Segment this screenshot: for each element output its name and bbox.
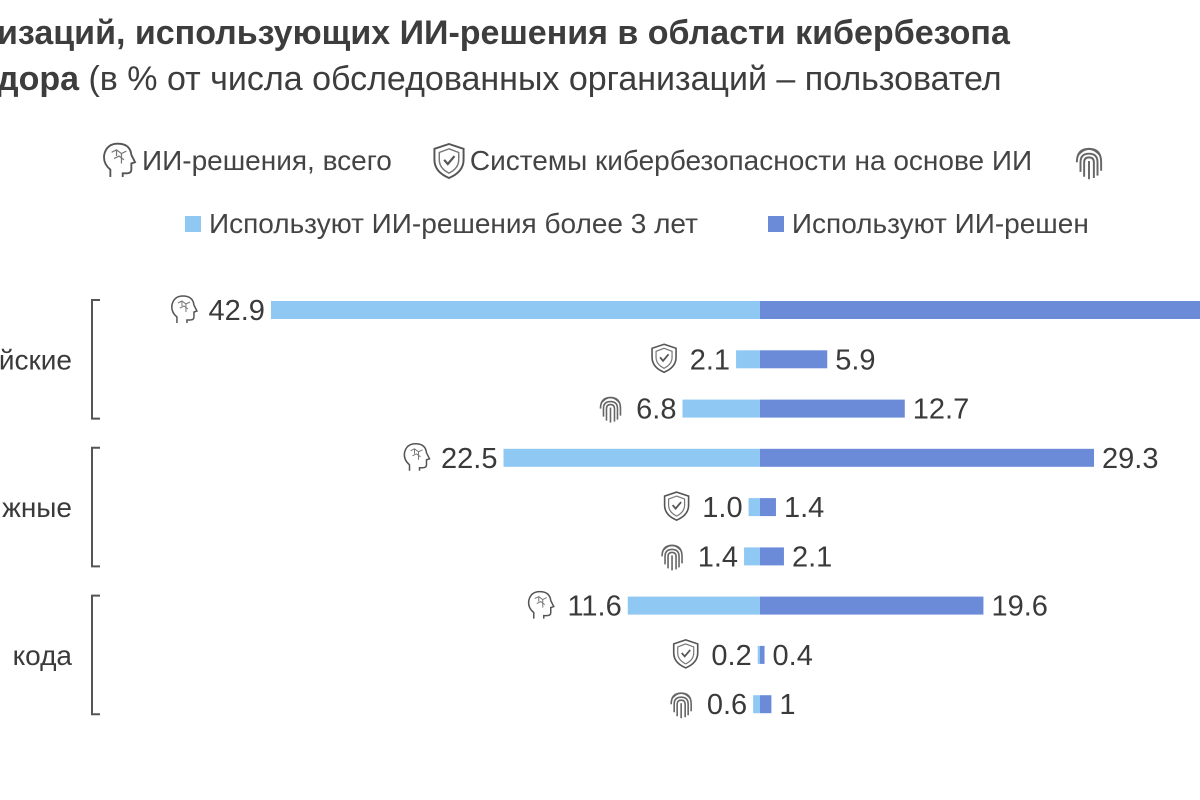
legend-label-ai: ИИ-решения, всего (142, 145, 392, 176)
legend-item-over3: Используют ИИ-решения более 3 лет (185, 208, 698, 240)
value-label-left: 0.6 (707, 689, 747, 721)
value-label-left: 0.2 (711, 640, 751, 672)
fingerprint-icon (599, 396, 622, 423)
bar-left (503, 448, 760, 467)
fingerprint-icon (661, 544, 683, 571)
value-label-right: 1 (779, 689, 795, 721)
brain-icon (527, 590, 555, 619)
bar-left (757, 645, 760, 664)
legend-label-over3: Используют ИИ-решения более 3 лет (209, 208, 698, 239)
value-label-right: 5.9 (835, 344, 875, 376)
value-label-left: 1.0 (702, 492, 742, 524)
group-bracket (91, 594, 100, 716)
bar-right (760, 645, 765, 664)
group-label: кода (13, 640, 73, 671)
bar-right (760, 498, 776, 517)
group-label: йские (0, 344, 72, 375)
bar-left (627, 596, 760, 615)
bar-left (270, 301, 760, 319)
chart-title: изаций, использующих ИИ-решения в област… (0, 14, 1010, 52)
bar-left (682, 399, 760, 418)
bar-left (744, 547, 760, 566)
group-label: жные (2, 492, 72, 523)
value-label-right: 29.3 (1102, 443, 1158, 475)
legend-item-security: Системы кибербезопасности на основе ИИ (432, 141, 1032, 181)
brain-icon (171, 295, 198, 323)
bar-left (736, 350, 760, 369)
value-label-right: 12.7 (913, 394, 969, 426)
legend-label-security: Системы кибербезопасности на основе ИИ (469, 145, 1033, 176)
group-bracket (91, 446, 100, 568)
bar-right (760, 301, 1200, 319)
fingerprint-icon (1076, 147, 1103, 180)
legend-item-biometrics (1072, 141, 1110, 181)
shield-icon (663, 491, 690, 521)
shield-icon (433, 142, 465, 180)
value-label-left: 2.1 (690, 344, 730, 376)
legend-item-under3: Используют ИИ-решен (767, 208, 1089, 240)
shield-icon (672, 639, 699, 669)
shield-icon (651, 343, 677, 374)
group-bracket (91, 299, 100, 420)
chart-subtitle-rest: (в % от числа обследованных организаций … (79, 60, 1002, 98)
brain-icon (403, 443, 431, 471)
bar-right (760, 596, 984, 615)
fingerprint-icon (670, 692, 692, 719)
legend-label-under3: Используют ИИ-решен (791, 208, 1089, 239)
bar-left (748, 498, 760, 517)
bar-right (760, 350, 828, 369)
bar-right (760, 399, 905, 418)
legend-swatch-over3 (185, 216, 201, 232)
legend-series: Используют ИИ-решения более 3 лет Исполь… (185, 208, 1129, 240)
value-label-right: 19.6 (991, 591, 1047, 623)
bar-right (760, 547, 784, 566)
value-label-left: 22.5 (441, 443, 497, 475)
bar-left (753, 695, 760, 714)
value-label-right: 2.1 (792, 541, 832, 573)
bar-right (760, 448, 1095, 467)
brain-icon (103, 142, 137, 178)
chart-subtitle-bold: дора (0, 60, 80, 98)
value-label-right: 1.4 (784, 492, 824, 524)
value-label-left: 6.8 (636, 394, 676, 426)
value-label-right: 0.4 (773, 640, 813, 672)
value-label-left: 42.9 (208, 295, 264, 327)
legend-swatch-under3 (767, 216, 784, 232)
value-label-left: 11.6 (567, 591, 621, 623)
legend-item-ai: ИИ-решения, всего (100, 140, 392, 182)
legend-types: ИИ-решения, всего Системы кибербезопасно… (100, 140, 1150, 182)
bar-right (760, 695, 772, 714)
value-label-left: 1.4 (698, 541, 738, 573)
chart-subtitle: дора (в % от числа обследованных организ… (0, 60, 1002, 99)
